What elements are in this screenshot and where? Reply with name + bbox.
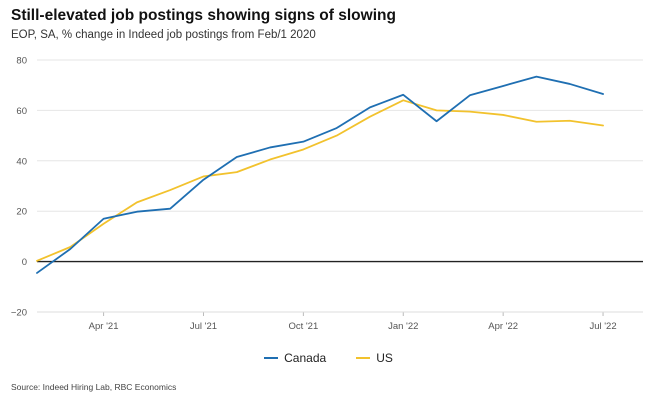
source-note: Source: Indeed Hiring Lab, RBC Economics (11, 382, 177, 392)
x-tick-label: Jul '21 (190, 321, 217, 332)
legend-swatch-canada (264, 357, 279, 359)
y-tick-label: −20 (11, 308, 27, 319)
x-tick-label: Apr '22 (488, 321, 518, 332)
legend-swatch-us (356, 357, 371, 359)
legend-label-canada: Canada (284, 351, 327, 365)
y-tick-label: 40 (16, 156, 27, 167)
y-tick-label: 80 (16, 56, 27, 67)
y-tick-label: 20 (16, 207, 27, 218)
chart-legend: Canada US (0, 351, 657, 365)
x-tick-label: Jan '22 (388, 321, 418, 332)
series-line-us (36, 99, 604, 262)
x-tick-label: Jul '22 (589, 321, 616, 332)
legend-label-us: US (376, 351, 393, 365)
y-tick-label: 60 (16, 106, 27, 117)
legend-item-us[interactable]: US (356, 351, 393, 365)
chart-subtitle: EOP, SA, % change in Indeed job postings… (11, 29, 316, 41)
line-chart: −20 0 20 40 60 80 Apr '21 Jul '21 Oct '21 Jan '22… (11, 56, 643, 332)
x-tick-label: Oct '21 (288, 321, 318, 332)
series-line-canada (36, 75, 604, 274)
x-tick-label: Apr '21 (89, 321, 119, 332)
y-tick-label: 0 (22, 257, 27, 268)
chart-title: Still-elevated job postings showing sign… (11, 7, 396, 24)
legend-item-canada[interactable]: Canada (264, 351, 326, 365)
